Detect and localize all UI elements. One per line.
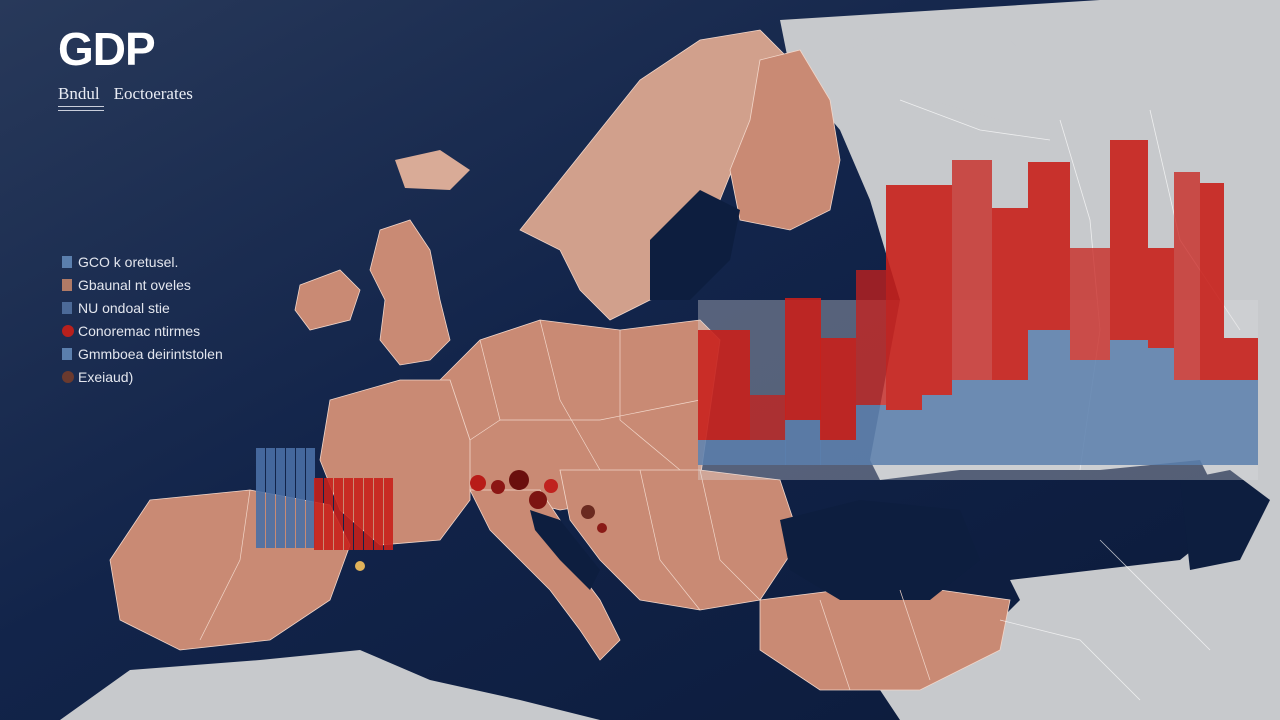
ireland bbox=[294, 269, 361, 331]
bar-segment bbox=[785, 298, 821, 420]
bar-segment bbox=[1070, 360, 1110, 465]
bar-segment bbox=[276, 448, 285, 548]
bar-segment bbox=[785, 420, 821, 465]
bar-segment bbox=[354, 478, 363, 550]
legend-label: Exeiaud) bbox=[78, 368, 134, 385]
city-marker bbox=[509, 470, 529, 490]
italy bbox=[469, 489, 621, 661]
bar-segment bbox=[1028, 330, 1070, 465]
bar-segment bbox=[820, 440, 856, 465]
bar-segment bbox=[922, 185, 952, 395]
map-subtitle: Bndul Eoctoerates bbox=[58, 84, 193, 104]
bar-overlays bbox=[256, 140, 1258, 550]
legend-item: GCO k oretusel. bbox=[62, 250, 223, 273]
subtitle-right: Eoctoerates bbox=[113, 84, 193, 103]
bar-segment bbox=[1174, 172, 1200, 380]
bar-segment bbox=[1148, 348, 1174, 465]
bar-segment bbox=[750, 440, 786, 465]
city-marker bbox=[491, 480, 505, 494]
legend-swatch-icon bbox=[62, 278, 72, 291]
legend-label: Conoremac ntirmes bbox=[78, 322, 201, 339]
bar-segment bbox=[952, 380, 992, 465]
legend-label: NU ondoal stie bbox=[78, 299, 170, 316]
bar-segment bbox=[384, 478, 393, 550]
legend-swatch-icon bbox=[62, 255, 72, 268]
bar-segment bbox=[374, 478, 383, 550]
finland bbox=[729, 49, 841, 231]
bar-segment bbox=[1224, 338, 1258, 380]
bar-segment bbox=[856, 405, 886, 465]
bar-segment bbox=[886, 185, 922, 410]
bar-segment bbox=[266, 448, 275, 548]
legend-item: Gbaunal nt oveles bbox=[62, 273, 223, 296]
bar-segment bbox=[922, 395, 952, 465]
bar-segment bbox=[1148, 248, 1174, 348]
bar-segment bbox=[1028, 162, 1070, 330]
legend-label: Gmmboea deirintstolen bbox=[78, 345, 223, 362]
bar-segment bbox=[1224, 380, 1258, 465]
baltic-sea bbox=[650, 190, 740, 300]
city-marker bbox=[581, 505, 595, 519]
bar-segment bbox=[698, 440, 750, 465]
bar-segment bbox=[750, 395, 786, 440]
bar-segment bbox=[1070, 248, 1110, 360]
legend-dot-icon bbox=[62, 324, 74, 337]
north-coast-grey bbox=[820, 30, 1060, 120]
bar-segment bbox=[992, 208, 1028, 380]
bar-segment bbox=[306, 448, 315, 548]
bar-segment bbox=[952, 160, 992, 380]
bar-segment bbox=[296, 448, 305, 548]
legend-item: Gmmboea deirintstolen bbox=[62, 342, 223, 365]
legend-label: Gbaunal nt oveles bbox=[78, 276, 191, 293]
legend-item: NU ondoal stie bbox=[62, 296, 223, 319]
bar-segment bbox=[820, 338, 856, 440]
bar-segment bbox=[364, 478, 373, 550]
city-marker bbox=[597, 523, 607, 533]
legend: GCO k oretusel. Gbaunal nt oveles NU ond… bbox=[62, 250, 223, 388]
bar-segment bbox=[1200, 183, 1224, 380]
legend-swatch-icon bbox=[62, 347, 72, 360]
north-africa bbox=[60, 650, 600, 720]
city-marker bbox=[470, 475, 486, 491]
great-britain bbox=[369, 219, 451, 366]
balkans bbox=[559, 469, 801, 611]
iceland bbox=[395, 150, 470, 190]
bar-segment bbox=[1200, 380, 1224, 465]
legend-swatch-icon bbox=[62, 301, 72, 314]
bar-segment bbox=[1110, 340, 1148, 465]
legend-dot-icon bbox=[62, 370, 74, 383]
subtitle-underline bbox=[58, 106, 104, 111]
map-title: GDP bbox=[58, 23, 156, 75]
bar-segment bbox=[334, 478, 343, 550]
country-borders bbox=[199, 319, 931, 691]
bar-segment bbox=[886, 410, 922, 465]
subtitle-left: Bndul bbox=[58, 84, 100, 103]
bar-segment bbox=[856, 270, 886, 405]
adriatic-sea bbox=[530, 510, 600, 590]
bar-segment bbox=[698, 330, 750, 440]
caspian-sea bbox=[1180, 470, 1270, 570]
bar-segment bbox=[324, 478, 333, 550]
bar-segment bbox=[1174, 380, 1200, 465]
city-marker bbox=[355, 561, 365, 571]
legend-label: GCO k oretusel. bbox=[78, 253, 179, 270]
bar-segment bbox=[992, 380, 1028, 465]
legend-item: Exeiaud) bbox=[62, 365, 223, 388]
city-marker bbox=[544, 479, 558, 493]
bar-segment bbox=[256, 448, 265, 548]
legend-item: Conoremac ntirmes bbox=[62, 319, 223, 342]
bar-segment bbox=[314, 478, 323, 550]
bar-segment bbox=[1110, 140, 1148, 340]
city-markers bbox=[355, 470, 607, 571]
black-sea bbox=[780, 500, 980, 600]
bar-segment bbox=[344, 478, 353, 550]
city-marker bbox=[529, 491, 547, 509]
bar-segment bbox=[286, 448, 295, 548]
